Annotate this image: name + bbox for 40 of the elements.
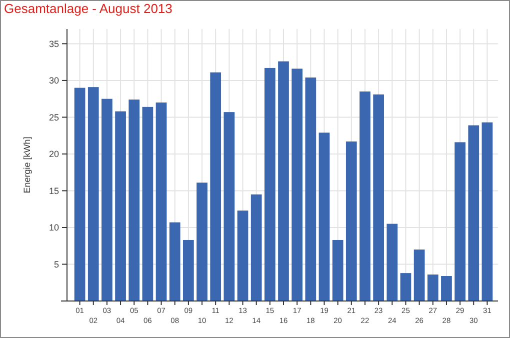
bar: [102, 98, 112, 301]
bar: [183, 240, 194, 301]
bar: [386, 224, 398, 301]
y-tick-label: 30: [48, 76, 59, 86]
y-axis-title: Energie [kWh]: [22, 136, 32, 194]
bar: [318, 132, 330, 301]
bar: [224, 112, 235, 301]
bar: [400, 273, 412, 301]
chart-title: Gesamtanlage - August 2013: [4, 1, 172, 16]
bar: [142, 106, 154, 301]
bar: [169, 222, 180, 301]
bar: [482, 122, 493, 301]
bar: [74, 88, 86, 301]
bar: [332, 240, 344, 301]
bar: [454, 142, 466, 301]
bar: [88, 87, 99, 301]
bar: [305, 78, 316, 301]
y-tick-label: 15: [48, 186, 59, 196]
bar: [210, 72, 222, 301]
bar: [115, 111, 126, 301]
bar: [264, 68, 276, 301]
bar: [128, 100, 140, 301]
bar: [278, 61, 289, 301]
bar: [250, 194, 262, 301]
y-tick-label: 20: [48, 149, 59, 160]
bar: [237, 210, 248, 301]
y-tick-label: 5: [54, 259, 59, 270]
y-tick-label: 35: [48, 38, 59, 49]
bar: [373, 94, 384, 301]
bar: [346, 141, 357, 301]
y-tick-label: 10: [48, 222, 59, 233]
y-tick-label: 25: [48, 112, 59, 122]
bar: [468, 125, 480, 301]
bar: [414, 250, 425, 301]
bar: [427, 274, 438, 301]
bar: [292, 68, 303, 301]
bar: [156, 102, 167, 301]
bar: [441, 276, 452, 301]
bar: [196, 182, 208, 301]
bar: [360, 91, 370, 301]
